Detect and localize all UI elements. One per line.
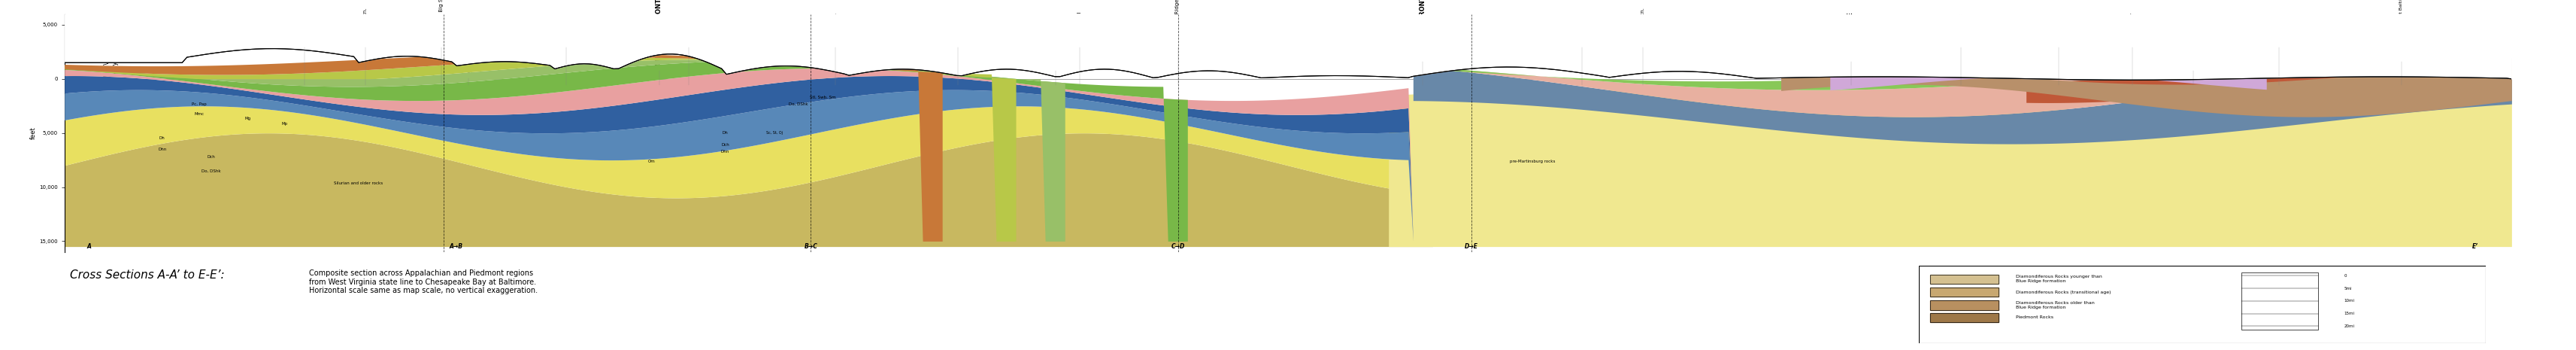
Text: Diamondiferous Rocks (transitional age): Diamondiferous Rocks (transitional age) [2014, 290, 2110, 294]
Text: ALLEGHENY FRONT: ALLEGHENY FRONT [657, 0, 662, 66]
Text: Pc, Pap: Pc, Pap [191, 103, 206, 106]
Text: 15mi: 15mi [2344, 312, 2354, 315]
Text: Dhn: Dhn [721, 150, 729, 154]
Text: Dans Mtn.: Dans Mtn. [564, 16, 569, 43]
Bar [1929, 313, 1999, 322]
Text: D→E: D→E [1466, 243, 1479, 250]
Text: Wills Mtn.: Wills Mtn. [685, 17, 690, 43]
Text: C→D: C→D [1172, 243, 1185, 250]
Text: Do, DShk: Do, DShk [201, 169, 222, 173]
Text: Stl, Swb, Sm: Stl, Swb, Sm [809, 96, 837, 99]
Bar [1929, 301, 1999, 310]
Bar [1929, 301, 1999, 310]
Text: Allegany County
Washington County: Allegany County Washington County [1051, 20, 1059, 66]
Text: Dch: Dch [206, 155, 216, 159]
Text: MARTIC LINE: MARTIC LINE [1847, 12, 1855, 57]
Text: Piedmont Rocks: Piedmont Rocks [2014, 316, 2053, 320]
Text: Garrett County
Allegany County: Garrett County Allegany County [464, 35, 471, 74]
Text: West Virginia
Maryland: West Virginia Maryland [103, 43, 118, 80]
Text: Mp: Mp [281, 121, 289, 125]
Text: Diamondiferous Rocks older than
Blue Ridge formation: Diamondiferous Rocks older than Blue Rid… [2014, 301, 2094, 309]
Text: Composite section across Appalachian and Piedmont regions
from West Virginia sta: Composite section across Appalachian and… [309, 270, 538, 294]
Text: 20mi: 20mi [2344, 324, 2354, 328]
Text: Chesapeake Bay at Baltimore: Chesapeake Bay at Baltimore [2401, 0, 2403, 57]
Text: Ellicott City: Ellicott City [2130, 13, 2136, 43]
Text: Tonoloway Ridge: Tonoloway Ridge [1175, 0, 1180, 43]
Text: Cross Sections A-A’ to E-E’:: Cross Sections A-A’ to E-E’: [70, 270, 224, 281]
Text: pre-Martinsburg rocks: pre-Martinsburg rocks [1510, 160, 1556, 163]
Bar [2241, 273, 2318, 329]
Bar [1929, 313, 1999, 322]
Text: Town Hill: Town Hill [956, 19, 961, 43]
Text: 0: 0 [2344, 274, 2347, 278]
Text: B→C: B→C [804, 243, 817, 250]
Text: Meadow Mtn.: Meadow Mtn. [363, 7, 368, 43]
Text: Martin Mtn.: Martin Mtn. [832, 12, 837, 43]
Bar [1929, 274, 1999, 284]
Bar [1929, 288, 1999, 297]
Text: TECTONIC FRONT: TECTONIC FRONT [1419, 0, 1427, 57]
Text: E’: E’ [2473, 243, 2478, 250]
Text: Sykesville: Sykesville [2056, 16, 2061, 43]
Text: Sc, St, Oj: Sc, St, Oj [765, 131, 783, 135]
Text: Silurian and older rocks: Silurian and older rocks [332, 181, 384, 185]
Text: Dch: Dch [721, 143, 729, 147]
Text: A→B: A→B [448, 243, 464, 250]
Bar [1929, 288, 1999, 297]
Text: Catonsville: Catonsville [2277, 14, 2282, 43]
Text: Parrs Ridge: Parrs Ridge [1958, 13, 1963, 43]
Text: Mmc: Mmc [193, 112, 204, 116]
Text: Om: Om [649, 160, 654, 163]
Text: 10mi: 10mi [2344, 299, 2354, 303]
Text: Mg: Mg [245, 117, 250, 121]
Y-axis label: feet: feet [31, 127, 36, 139]
Text: Diamondiferous Rocks younger than
Blue Ridge formation: Diamondiferous Rocks younger than Blue R… [2014, 275, 2102, 283]
Text: A: A [88, 243, 90, 250]
Text: Baltimore County
Howard County: Baltimore County Howard County [2190, 25, 2197, 66]
Text: South Mtn.: South Mtn. [1579, 14, 1584, 43]
Text: 5mi: 5mi [2344, 287, 2352, 290]
Text: Catoctin Mtn.: Catoctin Mtn. [1641, 7, 1646, 43]
Bar [1929, 274, 1999, 284]
Text: Dhn: Dhn [157, 148, 167, 152]
Text: Negro Mtn.: Negro Mtn. [301, 14, 307, 43]
Text: Dh: Dh [160, 136, 165, 140]
Text: Do, DShk: Do, DShk [788, 103, 809, 106]
Text: Backbone - Big Savage Mtn.: Backbone - Big Savage Mtn. [438, 0, 443, 43]
Text: Sideling Hill: Sideling Hill [1077, 12, 1082, 43]
Text: Dh: Dh [721, 131, 729, 135]
